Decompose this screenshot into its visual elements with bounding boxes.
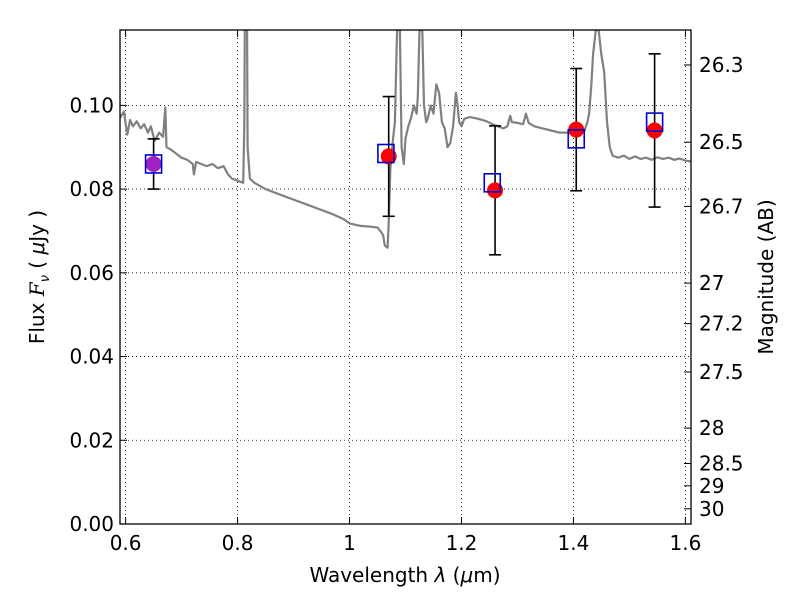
observed-point	[380, 148, 397, 165]
y-tick-label: 0.06	[69, 261, 114, 285]
y-axis-title: Flux Fν ( μJy )	[25, 210, 53, 344]
plot-frame	[119, 29, 692, 525]
x-axis-title-mu: μ	[459, 563, 473, 587]
right-tick-label: 27.5	[699, 360, 744, 384]
model-photometry-box	[144, 154, 163, 174]
y-axis-title-unit: Jy )	[25, 210, 49, 244]
y-tick-label: 0.02	[69, 428, 114, 452]
right-tick-label: 29	[699, 474, 724, 498]
x-tick-label: 1.4	[558, 531, 590, 555]
x-axis-title-paren: (	[446, 563, 460, 587]
right-tick-label: 27	[699, 271, 724, 295]
y-axis-title-F: F	[25, 281, 49, 297]
right-axis-title: Magnitude (AB)	[754, 199, 778, 354]
right-tick-label: 28	[699, 416, 724, 440]
y-axis-title-mu: μ	[25, 242, 49, 256]
x-tick-label: 1.6	[669, 531, 701, 555]
model-photometry-box	[377, 143, 395, 164]
axis-ticks: 0.6 0.8 1 1.2 1.4 1.6 0.00 0.02 0.04 0.06 0.08 0.10…	[69, 30, 744, 555]
y-axis-title-text: Flux	[25, 296, 49, 344]
x-axis-title-unit: m)	[473, 563, 500, 587]
model-photometry-box	[567, 129, 586, 149]
y-axis-title-paren: (	[25, 255, 49, 276]
x-axis-title: Wavelength λ (μm)	[309, 563, 500, 587]
data-marker-layer	[144, 53, 664, 256]
x-tick-label: 1	[343, 531, 356, 555]
right-tick-label: 28.5	[699, 451, 744, 475]
x-axis-title-lambda: λ	[433, 563, 446, 587]
x-tick-label: 0.8	[222, 531, 254, 555]
observed-point	[145, 155, 162, 172]
x-tick-label: 0.6	[110, 531, 142, 555]
right-tick-label: 26.7	[699, 194, 744, 218]
model-photometry-box	[645, 112, 664, 132]
right-tick-label: 26.3	[699, 53, 744, 77]
model-spectrum-layer	[120, 30, 691, 249]
y-tick-label: 0.08	[69, 177, 114, 201]
model-photometry-box	[483, 173, 502, 193]
right-tick-label: 26.5	[699, 130, 744, 154]
x-axis-title-text: Wavelength	[309, 563, 434, 587]
model-spectrum-line	[120, 30, 691, 249]
y-tick-label: 0.00	[69, 512, 114, 536]
observed-point	[487, 182, 504, 199]
x-tick-label: 1.2	[446, 531, 478, 555]
y-axis-title-nu: ν	[38, 275, 53, 282]
right-tick-label: 27.2	[699, 312, 744, 336]
y-tick-label: 0.10	[69, 93, 114, 117]
right-tick-label: 30	[699, 497, 724, 521]
y-tick-label: 0.04	[69, 345, 114, 369]
